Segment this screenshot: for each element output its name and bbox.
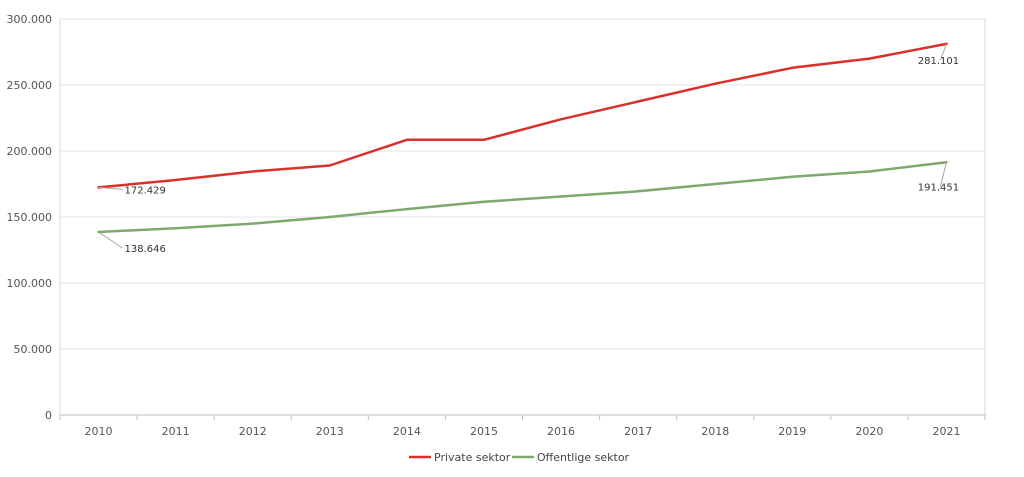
x-tick-label: 2015	[470, 425, 498, 438]
x-tick-label: 2020	[855, 425, 883, 438]
data-point	[482, 200, 486, 204]
series-line-1	[97, 161, 948, 234]
data-point	[868, 170, 871, 173]
axes: 0 50.000 100.000 150.000 200.000 250.000 300.0…	[7, 13, 986, 438]
data-point	[251, 170, 254, 173]
x-tick-label: 2021	[932, 425, 960, 438]
y-tick-label: 250.000	[7, 79, 53, 92]
x-tick-label: 2016	[547, 425, 575, 438]
y-tick-label: 0	[45, 409, 52, 422]
y-tick-label: 300.000	[7, 13, 53, 26]
data-label-leader	[939, 162, 947, 187]
data-point	[868, 57, 871, 60]
gridlines	[59, 18, 986, 416]
data-point	[714, 82, 717, 85]
y-tick-label: 200.000	[7, 145, 53, 158]
data-point	[714, 182, 717, 186]
series-line-0	[97, 42, 948, 189]
x-tick-label: 2012	[239, 425, 267, 438]
x-tick-label: 2019	[778, 425, 806, 438]
x-tick-label: 2014	[393, 425, 421, 438]
data-point	[328, 164, 331, 167]
legend-label-0: Private sektor	[434, 451, 511, 464]
data-point	[405, 138, 409, 141]
data-point	[174, 178, 177, 182]
data-point	[559, 195, 563, 198]
data-label-leader	[98, 231, 123, 249]
data-label: 172.429	[125, 185, 166, 196]
data-point	[559, 118, 563, 121]
x-tick-label: 2013	[316, 425, 344, 438]
x-tick-label: 2011	[162, 425, 190, 438]
data-point	[482, 138, 486, 141]
data-label: 138.646	[125, 244, 166, 255]
data-labels: 172.429 281.101 138.646 191.451	[98, 43, 959, 255]
legend: Private sektor Offentlige sektor	[409, 451, 630, 464]
data-label-leader	[98, 186, 123, 190]
data-label: 281.101	[918, 56, 959, 67]
data-point	[636, 100, 640, 103]
data-point	[251, 222, 254, 225]
series-lines	[97, 42, 948, 234]
data-point	[405, 207, 409, 211]
data-point	[328, 215, 331, 219]
data-point	[791, 175, 794, 178]
y-tick-label: 50.000	[14, 343, 53, 356]
data-point	[791, 66, 794, 70]
data-point	[174, 227, 177, 230]
x-tick-label: 2017	[624, 425, 652, 438]
x-tick-label: 2010	[85, 425, 113, 438]
data-point	[636, 190, 640, 193]
data-label-leader	[939, 43, 947, 61]
x-tick-label: 2018	[701, 425, 729, 438]
legend-label-1: Offentlige sektor	[537, 451, 630, 464]
data-label: 191.451	[918, 182, 959, 193]
y-tick-label: 150.000	[7, 211, 53, 224]
y-tick-label: 100.000	[7, 277, 53, 290]
